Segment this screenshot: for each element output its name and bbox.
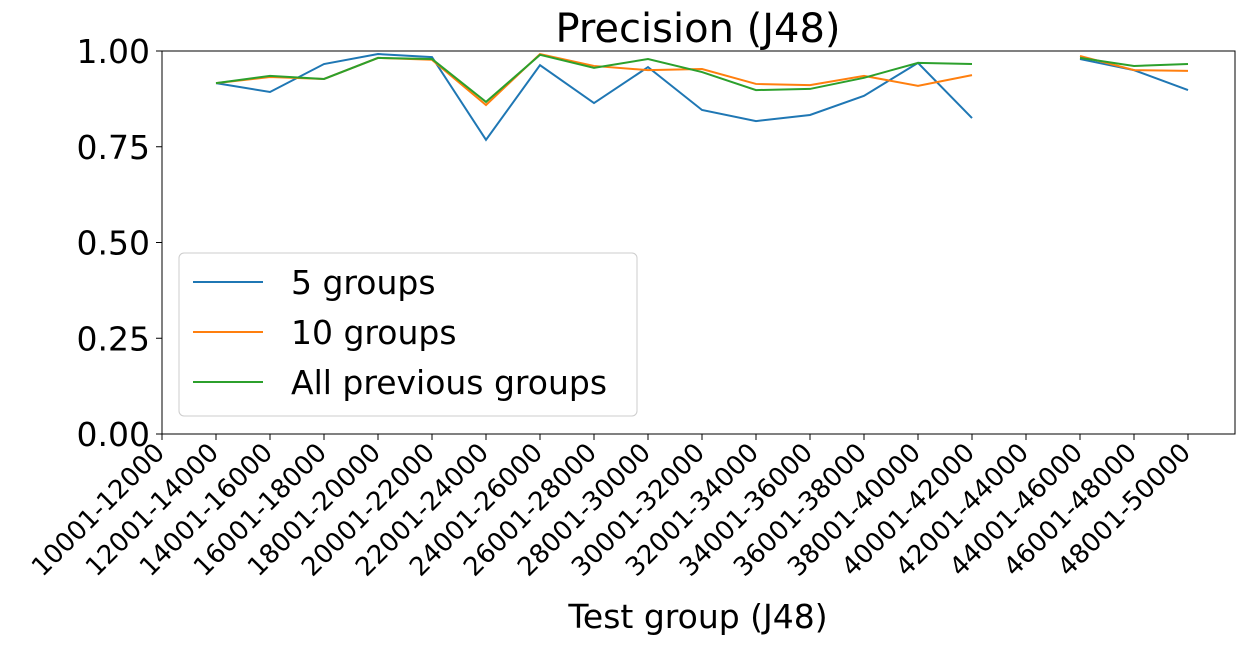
y-tick-label: 1.00 [77, 32, 150, 71]
series-line [215, 53, 1189, 104]
y-tick-label: 0.25 [77, 319, 150, 358]
series-line [215, 52, 1189, 107]
y-tick-label: 0.00 [77, 415, 150, 454]
legend: 5 groups 10 groups All previous groups [178, 252, 638, 417]
legend-label: 5 groups [291, 263, 436, 302]
y-tick-label: 0.50 [77, 224, 150, 263]
series-line [215, 53, 1189, 142]
x-axis-label: Test group (J48) [567, 597, 827, 636]
legend-box [178, 252, 638, 417]
chart-title: Precision (J48) [555, 6, 840, 52]
legend-label: All previous groups [291, 363, 607, 402]
legend-label: 10 groups [291, 313, 457, 352]
y-tick-label: 0.75 [77, 128, 150, 167]
